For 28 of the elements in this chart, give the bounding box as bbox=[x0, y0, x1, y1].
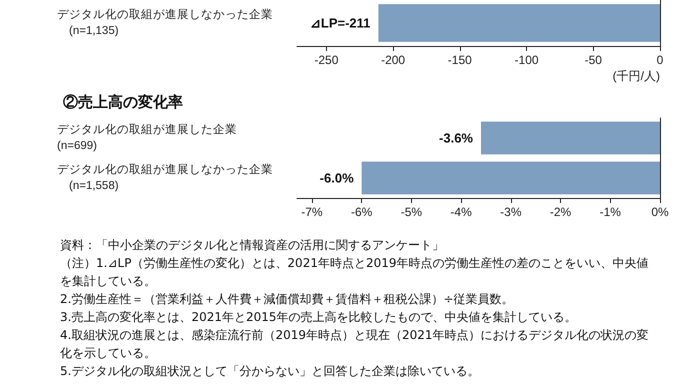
y-tick-label: デジタル化の取組が進展した企業 (n=699) bbox=[57, 123, 261, 152]
x-tick-label: -200 bbox=[381, 53, 406, 67]
text: （注）1.⊿LP（労働生産性の変化）とは、2021年時点と2019年時点の労働生産性の差のことをいい、中央値を集計している。 bbox=[60, 255, 650, 290]
x-tick-label: -2% bbox=[550, 205, 572, 219]
text: 3.売上高の変化率とは、2021年と2015年の売上高を比較したもので、中央値を集計している。 bbox=[60, 309, 578, 326]
x-tick-label: -6% bbox=[350, 205, 373, 219]
data-label: -3.6% bbox=[439, 130, 474, 146]
x-tick-label: -5% bbox=[400, 205, 422, 219]
x-tick-label: -1% bbox=[600, 205, 622, 219]
x-tick-label: -100 bbox=[514, 53, 539, 67]
x-axis-title: (千円/人) bbox=[612, 69, 660, 83]
x-tick-label: -7% bbox=[301, 205, 323, 219]
text: ②売上高の変化率 bbox=[63, 93, 183, 111]
x-tick-label: 0% bbox=[651, 205, 669, 219]
y-tick-label: デジタル化の取組が進展しなかった企業 (n=1,558) bbox=[57, 163, 285, 192]
y-tick-label: デジタル化の取組が進展しなかった企業 (n=1,135) bbox=[57, 8, 285, 37]
x-tick-label: -4% bbox=[450, 205, 472, 219]
text: 5.デジタル化の取組状況として「分からない」と回答した企業は除いている。 bbox=[60, 363, 480, 380]
x-tick-label: 0 bbox=[656, 53, 664, 67]
data-label: ⊿LP=-211 bbox=[310, 16, 370, 30]
x-tick-label: -50 bbox=[584, 53, 602, 67]
x-tick-label: -150 bbox=[448, 53, 472, 67]
data-label: -6.0% bbox=[320, 170, 354, 186]
text: 2.労働生産性＝（営業利益＋人件費＋減価償却費＋賃借料＋租税公課）÷従業員数。 bbox=[60, 291, 515, 308]
text: 4.取組状況の進展とは、感染症流行前（2019年時点）と現在（2021年時点）におけるデジタル化の状況の変化を示している。 bbox=[60, 327, 650, 362]
text: 資料：「中小企業のデジタル化と情報資産の活用に関するアンケート」 bbox=[60, 237, 445, 254]
x-tick-label: -3% bbox=[500, 205, 522, 219]
x-tick-label: -250 bbox=[314, 53, 339, 67]
